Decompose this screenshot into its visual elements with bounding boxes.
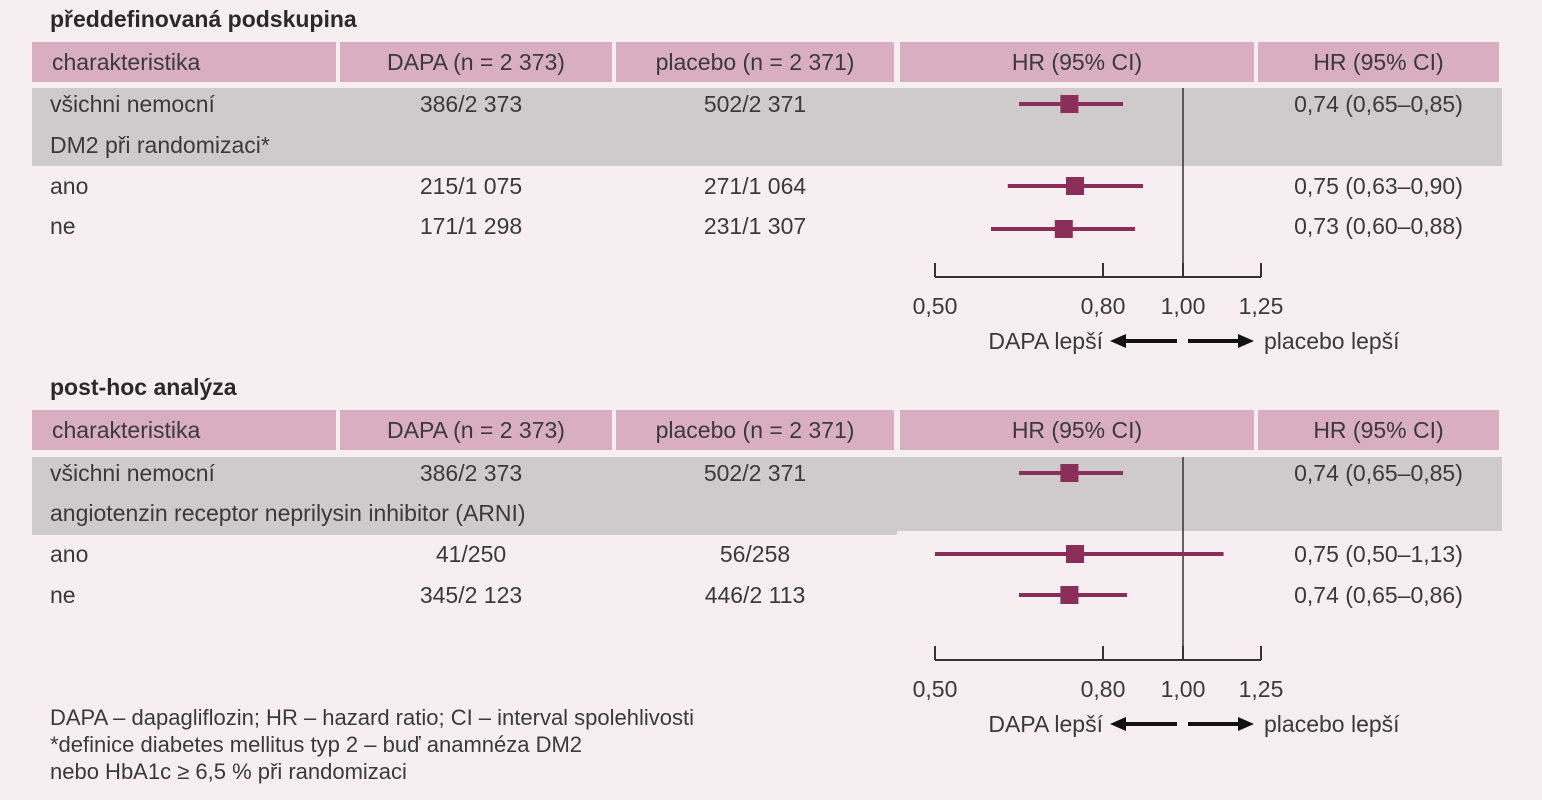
placebo-events: 446/2 113 [704, 582, 806, 608]
x-tick-label: 0,50 [913, 293, 958, 319]
row-label: všichni nemocní [50, 91, 215, 117]
placebo-events: 502/2 371 [703, 460, 807, 486]
row-label: ne [50, 582, 76, 608]
direction-label-left: DAPA lepší [988, 711, 1103, 737]
arrow-right-head [1238, 717, 1254, 731]
direction-label-right: placebo lepší [1264, 328, 1400, 354]
hr-marker [1066, 177, 1084, 195]
footnote-line: *definice diabetes mellitus typ 2 – buď … [50, 732, 583, 757]
header-placebo: placebo (n = 2 371) [616, 410, 894, 450]
direction-label-right: placebo lepší [1264, 711, 1400, 737]
x-tick-label: 1,25 [1239, 676, 1284, 702]
dapa-events: 171/1 298 [419, 213, 523, 239]
placebo-events: 502/2 371 [703, 91, 807, 117]
dapa-events: 386/2 373 [419, 460, 523, 486]
header-hr-text: HR (95% CI) [1258, 410, 1499, 450]
x-tick-label: 1,00 [1161, 676, 1206, 702]
header-characteristic: charakteristika [32, 410, 336, 450]
placebo-events: 56/258 [719, 541, 791, 567]
hr-value: 0,74 (0,65–0,86) [1294, 582, 1463, 608]
x-tick-label: 0,50 [913, 676, 958, 702]
header-dapa: DAPA (n = 2 373) [340, 42, 612, 82]
dapa-events: 345/2 123 [419, 582, 523, 608]
forest-section-posthoc: post-hoc analýza charakteristika DAPA (n… [0, 368, 1542, 800]
header-hr-plot: HR (95% CI) [900, 410, 1254, 450]
hr-marker [1054, 220, 1073, 238]
hr-marker [1060, 95, 1079, 113]
hr-marker [1060, 586, 1079, 604]
group-label: DM2 při randomizaci* [50, 132, 270, 158]
forest-plot: 0,50 0,80 1,00 1,25 DAPA lepší placebo lepší [913, 88, 1400, 354]
hr-value: 0,73 (0,60–0,88) [1294, 213, 1463, 239]
x-tick-label: 1,25 [1239, 293, 1284, 319]
header-hr-text: HR (95% CI) [1258, 42, 1499, 82]
dapa-events: 215/1 075 [419, 173, 523, 199]
hr-marker [1060, 464, 1079, 482]
footnote-line: DAPA – dapagliflozin; HR – hazard ratio;… [50, 705, 695, 730]
section-title: předdefinovaná podskupina [50, 6, 357, 32]
x-tick-label: 1,00 [1161, 293, 1206, 319]
footnote-line: nebo HbA1c ≥ 6,5 % při randomizaci [50, 759, 407, 784]
footnote: DAPA – dapagliflozin; HR – hazard ratio;… [50, 704, 694, 785]
row-label: ano [50, 173, 89, 199]
direction-label-left: DAPA lepší [988, 328, 1103, 354]
hr-value: 0,74 (0,65–0,85) [1294, 460, 1463, 486]
arrow-left-head [1110, 717, 1126, 731]
shaded-band [32, 457, 897, 535]
arrow-right-head [1238, 334, 1254, 348]
hr-value: 0,74 (0,65–0,85) [1294, 91, 1463, 117]
arrow-left-head [1110, 334, 1126, 348]
shaded-band [32, 88, 615, 166]
row-label: ano [50, 541, 89, 567]
x-tick-label: 0,80 [1081, 293, 1126, 319]
forest-section-predefined: předdefinovaná podskupina charakteristik… [0, 0, 1542, 370]
forest-plot: 0,50 0,80 1,00 1,25 DAPA lepší placebo lepší [913, 457, 1400, 737]
hr-value: 0,75 (0,63–0,90) [1294, 173, 1463, 199]
header-characteristic: charakteristika [32, 42, 336, 82]
hr-value: 0,75 (0,50–1,13) [1294, 541, 1463, 567]
placebo-events: 231/1 307 [703, 213, 807, 239]
header-dapa: DAPA (n = 2 373) [340, 410, 612, 450]
hr-marker [1066, 545, 1084, 563]
shaded-band [897, 457, 1502, 531]
header-hr-plot: HR (95% CI) [900, 42, 1254, 82]
placebo-events: 271/1 064 [703, 173, 807, 199]
section-title: post-hoc analýza [50, 374, 237, 400]
dapa-events: 41/250 [435, 541, 507, 567]
row-label: všichni nemocní [50, 460, 215, 486]
group-label: angiotenzin receptor neprilysin inhibito… [50, 500, 526, 526]
header-placebo: placebo (n = 2 371) [616, 42, 894, 82]
x-tick-label: 0,80 [1081, 676, 1126, 702]
dapa-events: 386/2 373 [419, 91, 523, 117]
shaded-band [615, 88, 1502, 166]
row-label: ne [50, 213, 76, 239]
